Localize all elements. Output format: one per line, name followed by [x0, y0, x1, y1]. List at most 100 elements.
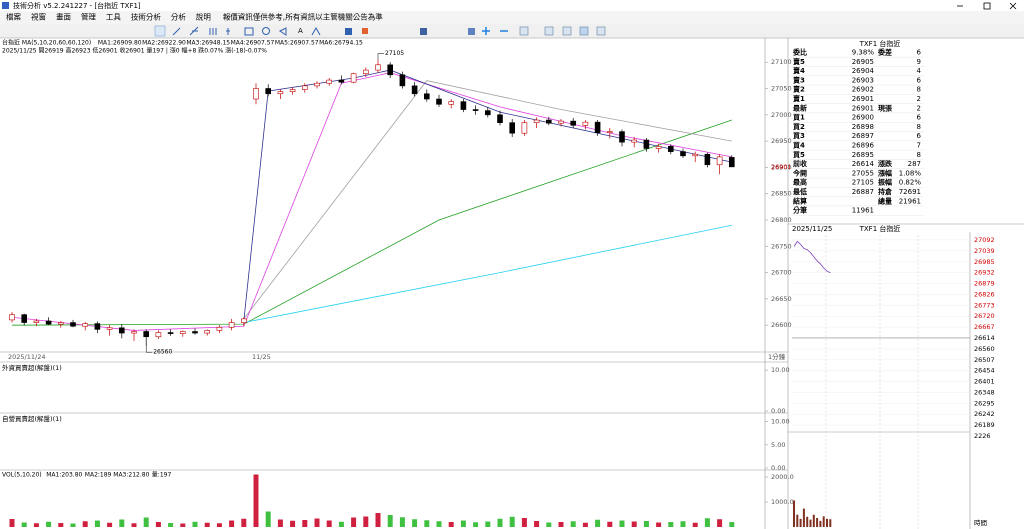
y-tick-label: 26750 — [771, 242, 792, 250]
tool-zoom-in[interactable] — [468, 28, 475, 35]
menu-item[interactable]: 分析 — [171, 12, 186, 22]
menu-item[interactable]: 技術分析 — [131, 12, 161, 22]
tool-triangle[interactable] — [279, 27, 287, 36]
volume-bar — [204, 522, 210, 527]
candle-body — [253, 88, 259, 100]
volume-bar — [70, 523, 76, 527]
y-tick-label: 26507 — [974, 356, 995, 364]
close-button[interactable] — [1009, 2, 1017, 10]
y-tick-label: 26879 — [974, 280, 995, 288]
volume-bar — [460, 520, 466, 527]
candle-body — [265, 88, 272, 95]
tool-text-icon[interactable]: A — [298, 27, 303, 35]
y-tick-label: 26401 — [974, 378, 995, 386]
tool-layout-4[interactable] — [579, 26, 589, 36]
mini-volume-bar — [802, 508, 805, 527]
volume-bar — [412, 519, 418, 527]
x-tick-label: 2025/11/24 — [8, 353, 45, 361]
quote-value: 8 — [917, 86, 921, 94]
volume-bar — [229, 520, 235, 527]
menu-item[interactable]: 工具 — [106, 13, 121, 22]
candle-body — [82, 323, 88, 327]
mini-volume-bar — [829, 519, 832, 527]
quote-label: 買5 — [792, 150, 805, 159]
candle-body — [631, 139, 638, 143]
ma-line — [243, 80, 732, 320]
tool-trend[interactable] — [189, 26, 199, 36]
volume-bar — [143, 517, 149, 527]
mini-volume-bar — [826, 518, 828, 527]
volume-bar — [241, 518, 247, 527]
mini-volume-bar — [816, 518, 819, 527]
candle-body — [558, 120, 564, 124]
tool-layout-2[interactable] — [544, 26, 554, 36]
candle-body — [21, 314, 28, 323]
quote-value: 26905 — [852, 58, 874, 66]
quote-label: 最高 — [793, 178, 807, 187]
volume-bar — [351, 517, 357, 527]
tool-rect[interactable] — [244, 27, 254, 36]
candle-body — [143, 331, 149, 338]
maximize-button[interactable] — [983, 2, 991, 10]
chart-legend: MA2:26922.90 — [142, 40, 186, 47]
mini-volume-bar — [822, 516, 825, 527]
volume-bar — [704, 518, 710, 527]
chart-legend: 台指近 MA(5,10,20,60,60,120) — [2, 39, 91, 47]
candle-body — [57, 322, 64, 325]
last-price-label: 26901 — [771, 163, 792, 171]
tool-fib[interactable] — [209, 28, 217, 35]
menu-bar — [0, 11, 1024, 24]
quote-value: 26901 — [852, 104, 874, 112]
menu-item[interactable]: 視窗 — [31, 12, 46, 22]
menu-item[interactable]: 管理 — [81, 12, 96, 22]
y-tick-label: 27039 — [974, 247, 995, 255]
chart-info: 2025/11/25 開26919 高26923 低26901 收26901 量… — [2, 47, 267, 55]
quote-value: 11961 — [852, 207, 874, 215]
tool-save[interactable] — [420, 28, 427, 35]
quote-label: 委差 — [877, 48, 892, 57]
tool-layout-1[interactable] — [519, 26, 529, 36]
y-tick-label: 2000.0 — [771, 473, 794, 481]
menu-item[interactable]: 檔案 — [6, 12, 21, 22]
candle-body — [314, 82, 320, 87]
window-title: 技術分析 v5.2.241227 - [台指近 TXF1] — [13, 1, 141, 10]
tool-layout-5[interactable] — [596, 26, 606, 36]
candle-body — [570, 120, 577, 126]
tool-angle[interactable] — [311, 26, 321, 36]
tool-color[interactable] — [345, 28, 352, 35]
y-tick-label: 26700 — [771, 269, 792, 277]
tool-circle[interactable] — [262, 27, 270, 35]
volume-bar — [631, 521, 637, 527]
volume-bar — [570, 521, 576, 527]
volume-bar — [534, 521, 540, 527]
quote-value: 6 — [917, 49, 922, 57]
candle-body — [533, 119, 540, 123]
candle-body — [680, 151, 686, 157]
menu-item[interactable]: 說明 — [196, 12, 211, 22]
tool-line[interactable] — [172, 27, 181, 36]
candle-body — [155, 332, 162, 338]
y-tick-label: 26600 — [771, 321, 792, 329]
tool-add[interactable] — [482, 27, 490, 35]
candle-body — [521, 122, 528, 134]
volume-bar — [155, 522, 161, 527]
tool-fill[interactable] — [362, 28, 368, 34]
menu-item[interactable]: 畫面 — [56, 12, 71, 22]
volume-bar — [399, 517, 405, 527]
volume-bar — [717, 519, 723, 527]
tool-cursor[interactable] — [154, 25, 166, 37]
quote-label: 現張 — [878, 103, 893, 112]
quote-value: 4 — [917, 67, 922, 75]
tool-cross[interactable] — [226, 28, 230, 35]
y-tick-label: 26560 — [974, 345, 995, 353]
panel-title: 自營買賣超(解盤)(1) — [2, 414, 62, 423]
candle-body — [411, 85, 418, 95]
ma-line — [11, 72, 732, 331]
tool-layout-3[interactable] — [562, 26, 572, 36]
volume-bar — [436, 521, 442, 527]
mini-date: 2025/11/25 — [792, 225, 832, 233]
candle-body — [33, 320, 40, 323]
app-icon — [2, 2, 9, 9]
